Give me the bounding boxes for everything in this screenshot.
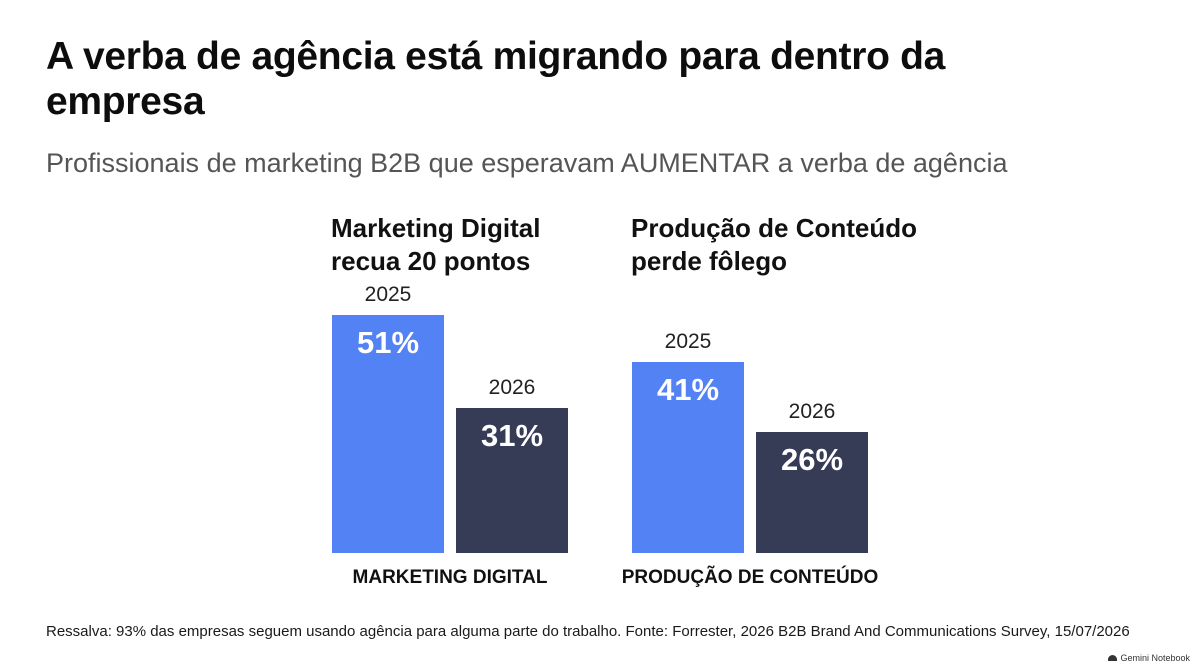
bar-marketing-digital-2026: 31% <box>456 408 568 553</box>
year-label-marketing-digital-2025: 2025 <box>364 283 412 306</box>
watermark-text: Gemini Notebook <box>1120 653 1190 663</box>
group-heading-producao-conteudo: Produção de Conteúdo perde fôlego <box>631 213 917 276</box>
chart-subtitle: Profissionais de marketing B2B que esper… <box>46 148 1008 178</box>
footer-note: Ressalva: 93% das empresas seguem usando… <box>46 623 1130 640</box>
watermark: Gemini Notebook <box>1108 652 1190 664</box>
bar-value-label: 26% <box>780 441 844 477</box>
bar-producao-conteudo-2025: 41% <box>632 361 744 553</box>
bar-marketing-digital-2025: 51% <box>332 315 444 553</box>
bar-value-label: 31% <box>480 418 544 454</box>
category-label-marketing-digital: MARKETING DIGITAL <box>352 567 548 588</box>
bar-value-label: 51% <box>356 325 420 360</box>
bar-value-label: 41% <box>656 371 720 407</box>
year-label-producao-conteudo-2026: 2026 <box>788 399 836 423</box>
gemini-logo-icon <box>1108 655 1118 661</box>
year-label-producao-conteudo-2025: 2025 <box>664 329 712 353</box>
group-heading-marketing-digital: Marketing Digital recua 20 pontos <box>331 213 541 276</box>
year-label-marketing-digital-2026: 2026 <box>488 376 536 400</box>
chart-title: A verba de agência está migrando para de… <box>46 35 946 123</box>
category-label-producao-conteudo: PRODUÇÃO DE CONTEÚDO <box>621 567 879 588</box>
bar-producao-conteudo-2026: 26% <box>756 431 868 553</box>
